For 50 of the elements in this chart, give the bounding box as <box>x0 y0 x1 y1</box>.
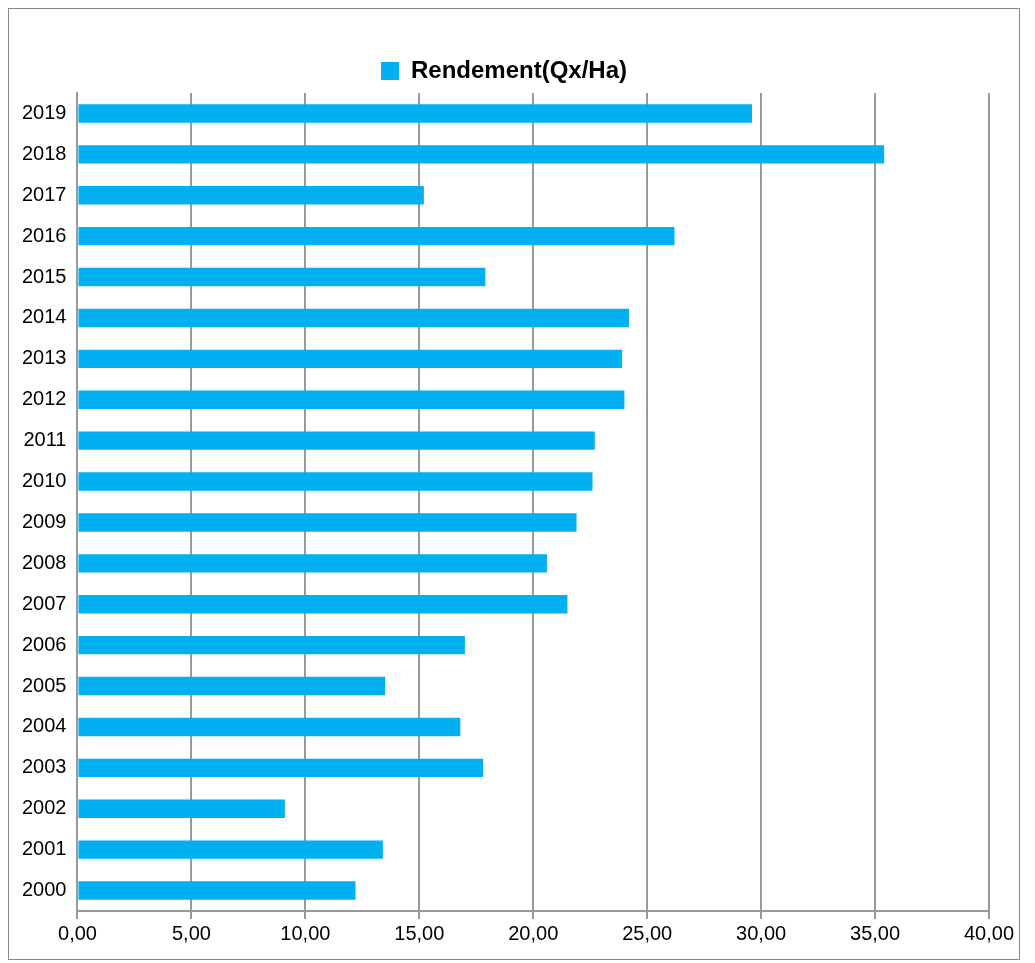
x-tick-label: 0,00 <box>58 921 97 944</box>
y-tick-label: 2011 <box>23 428 67 451</box>
y-tick-label: 2016 <box>21 223 67 246</box>
y-tick-label: 2014 <box>21 305 67 328</box>
bar <box>78 717 461 737</box>
bar <box>78 104 753 123</box>
x-tick-label: 30,00 <box>736 921 787 944</box>
legend-label: Rendement(Qx/Ha) <box>410 55 628 83</box>
x-tick-label: 35,00 <box>850 921 901 944</box>
bar <box>78 676 386 696</box>
y-tick-label: 2017 <box>21 182 67 205</box>
x-tick-label: 5,00 <box>171 921 211 944</box>
bar <box>78 267 486 287</box>
y-tick-label: 2004 <box>21 714 67 737</box>
bar <box>78 145 885 164</box>
bar <box>78 390 625 409</box>
x-tick-label: 20,00 <box>508 921 559 944</box>
y-tick-label: 2007 <box>21 591 67 614</box>
x-tick-label: 10,00 <box>280 921 331 944</box>
bar <box>78 431 595 450</box>
bar <box>78 186 424 205</box>
x-tick-label: 25,00 <box>622 921 673 944</box>
y-tick-label: 2006 <box>21 632 67 655</box>
x-tick-label: 15,00 <box>394 921 445 944</box>
bar <box>78 635 465 655</box>
bar <box>78 840 383 859</box>
y-tick-label: 2009 <box>21 509 67 532</box>
bar <box>78 226 675 246</box>
y-tick-label: 2015 <box>21 264 67 287</box>
y-tick-label: 2019 <box>21 100 67 123</box>
y-tick-label: 2013 <box>21 346 67 369</box>
y-tick-label: 2008 <box>21 550 67 573</box>
y-tick-label: 2012 <box>21 387 67 410</box>
y-tick-label: 2000 <box>21 878 67 901</box>
y-tick-label: 2003 <box>21 755 67 778</box>
bar <box>78 758 484 778</box>
x-tick-label: 40,00 <box>963 921 1015 944</box>
bar <box>78 554 547 573</box>
bar <box>78 799 285 818</box>
y-tick-label: 2018 <box>21 141 67 164</box>
bar <box>78 595 568 614</box>
bar <box>78 513 577 532</box>
y-tick-label: 2001 <box>21 837 67 860</box>
bar <box>78 308 629 328</box>
bar <box>78 472 593 491</box>
y-tick-label: 2002 <box>21 796 67 819</box>
y-tick-label: 2005 <box>21 673 67 696</box>
bar <box>78 881 356 900</box>
y-tick-label: 2010 <box>21 469 67 492</box>
bar <box>78 349 623 369</box>
